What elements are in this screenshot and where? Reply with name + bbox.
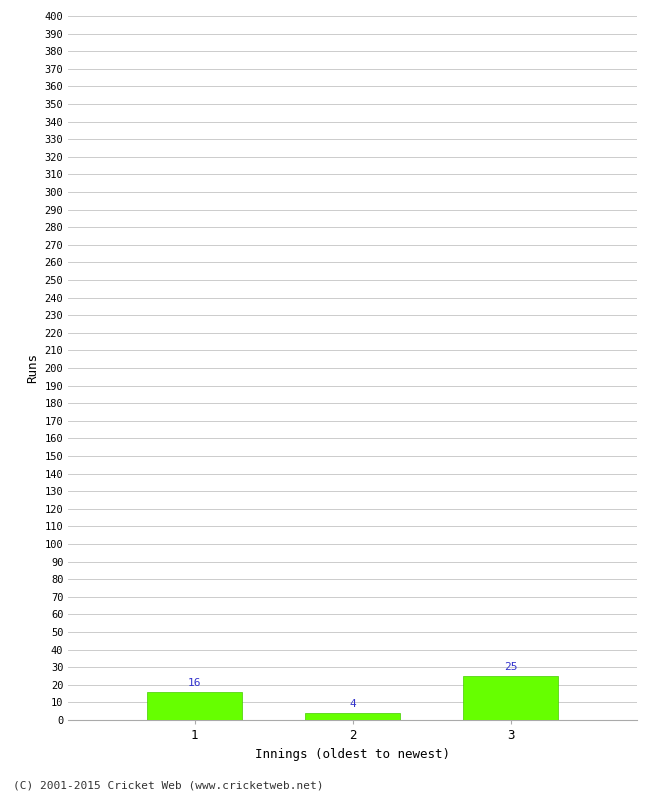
Text: 25: 25: [504, 662, 517, 673]
Y-axis label: Runs: Runs: [26, 353, 39, 383]
Bar: [463, 676, 558, 720]
Bar: [306, 713, 400, 720]
Text: 4: 4: [349, 699, 356, 710]
X-axis label: Innings (oldest to newest): Innings (oldest to newest): [255, 747, 450, 761]
Bar: [148, 692, 242, 720]
Text: (C) 2001-2015 Cricket Web (www.cricketweb.net): (C) 2001-2015 Cricket Web (www.cricketwe…: [13, 780, 324, 790]
Text: 16: 16: [188, 678, 202, 688]
